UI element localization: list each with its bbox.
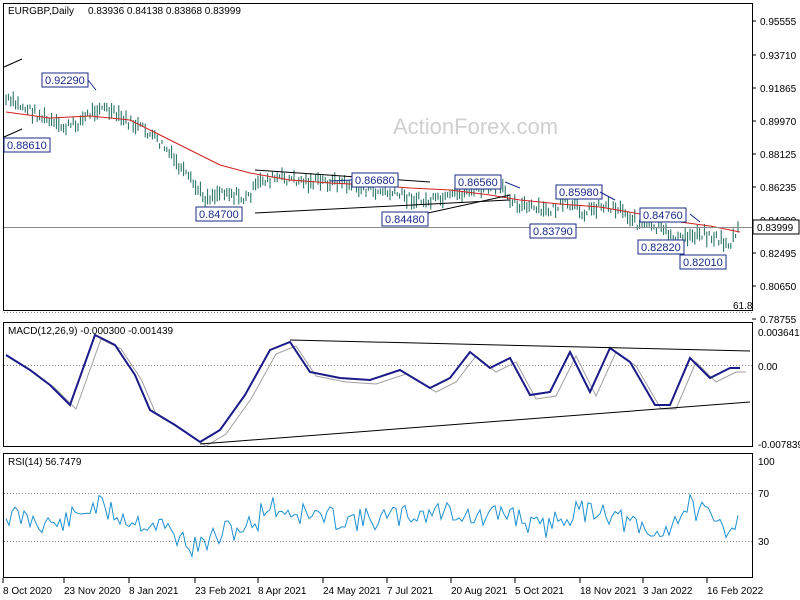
macd-trendline-upper (289, 339, 751, 352)
callout-label: 0.86680 (355, 175, 395, 187)
callout-connector (599, 191, 616, 201)
date-axis-label: 8 Apr 2021 (258, 586, 307, 597)
macd-lines (5, 333, 746, 447)
date-axis-label: 16 Feb 2022 (707, 586, 764, 597)
date-axis-label: 23 Nov 2020 (64, 586, 121, 597)
price-axis-tick-label: 0.80650 (760, 282, 797, 293)
callout-label: 0.85980 (559, 187, 599, 199)
rsi-axis-tick-label: 70 (758, 489, 770, 500)
trendline-triangle-lower (254, 199, 511, 214)
price-axis-tick-label: 0.78755 (760, 315, 797, 326)
watermark: ActionForex.com (393, 114, 558, 139)
date-axis-label: 8 Oct 2020 (3, 586, 52, 597)
price-callouts: 0.92290 0.88610 0.84700 0.86680 0.84480 0.865… (3, 72, 727, 270)
callout-box (381, 211, 429, 227)
macd-axis-tick-label: 0.00 (758, 362, 778, 373)
macd-panel-frame (3, 322, 753, 447)
callout-label: 0.86560 (458, 177, 498, 189)
date-axis-label: 7 Jul 2021 (387, 586, 434, 597)
callout-connector (87, 79, 97, 91)
callout-label: 0.82820 (641, 242, 681, 254)
price-axis-tick-label: 0.86235 (760, 183, 797, 194)
price-header: EURGBP,Daily 0.83936 0.84138 0.83868 0.8… (8, 6, 241, 17)
callout-label: 0.83790 (533, 226, 573, 238)
date-axis-label: 3 Jan 2022 (643, 586, 693, 597)
date-axis-label: 18 Nov 2021 (580, 586, 637, 597)
date-axis-label: 23 Feb 2021 (195, 586, 252, 597)
rsi-axis-tick-label: 100 (758, 457, 775, 468)
current-price-tag-box (752, 219, 800, 235)
macd-trendline-lower (199, 401, 751, 445)
date-axis-label: 8 Jan 2021 (129, 586, 179, 597)
callout-connector (329, 179, 353, 182)
rsi-label: RSI(14) 56.7479 (8, 457, 82, 468)
callout-label: 0.84480 (385, 214, 425, 226)
panel-frames (3, 3, 753, 578)
fib-label: 61.8 (733, 301, 753, 312)
callout-label: 0.82010 (683, 257, 723, 269)
price-axis-tick-label: 0.88125 (760, 150, 797, 161)
macd-label: MACD(12,26,9) -0.000300 -0.001439 (8, 326, 174, 337)
callout-connector (504, 181, 521, 189)
price-panel-frame (3, 3, 753, 311)
rsi-main-line (5, 493, 739, 559)
callout-box (679, 254, 727, 270)
date-axis-label: 24 May 2021 (323, 586, 381, 597)
rsi-panel-frame (3, 453, 753, 578)
rsi-axis-tick-label: 30 (758, 537, 770, 548)
trendline-lower-left (3, 128, 23, 138)
ohlc-readout: 0.83936 0.84138 0.83868 0.83999 (88, 6, 241, 17)
price-trendlines (3, 58, 511, 214)
macd-axis: 0.003641 0.00 -0.007839 (758, 328, 800, 451)
callout-box (639, 207, 687, 223)
price-axis: 0.95555 0.93710 0.91865 0.89970 0.88125 0.862… (752, 17, 797, 326)
callout-box (3, 137, 51, 153)
date-axis-label: 5 Oct 2021 (515, 586, 564, 597)
trendline-small (427, 194, 511, 214)
price-axis-tick-label: 0.89970 (760, 117, 797, 128)
price-axis-tick-label: 0.91865 (760, 84, 797, 95)
callout-connector (689, 213, 701, 223)
price-axis-tick-label: 0.93710 (760, 51, 797, 62)
callout-box (454, 174, 502, 190)
callout-box (555, 184, 603, 200)
macd-axis-tick-label: 0.003641 (758, 328, 800, 339)
rsi-line (5, 493, 739, 559)
price-axis-tick-label: 0.82495 (760, 249, 797, 260)
callout-box (637, 239, 685, 255)
symbol-label: EURGBP,Daily (8, 6, 74, 17)
macd-trendlines (199, 339, 751, 445)
trendline-triangle-upper (254, 169, 431, 183)
callout-label: 0.92290 (45, 75, 85, 87)
callout-label: 0.88610 (7, 140, 47, 152)
trendline-upper-left (3, 58, 23, 68)
macd-axis-tick-label: -0.007839 (758, 440, 800, 451)
callout-box (195, 206, 243, 222)
callout-label: 0.84700 (199, 209, 239, 221)
current-price-tag-label: 0.83999 (757, 223, 794, 234)
current-price-tag: 0.83999 (752, 219, 800, 235)
macd-main-line (5, 333, 740, 444)
rsi-axis: 100 70 30 (758, 457, 775, 548)
date-axis-label: 20 Aug 2021 (451, 586, 508, 597)
callout-label: 0.84760 (643, 210, 683, 222)
date-axis: 8 Oct 2020 23 Nov 2020 8 Jan 2021 23 Feb 20… (2, 578, 764, 597)
price-axis-tick-label: 0.95555 (760, 17, 797, 28)
callout-box (529, 223, 577, 239)
